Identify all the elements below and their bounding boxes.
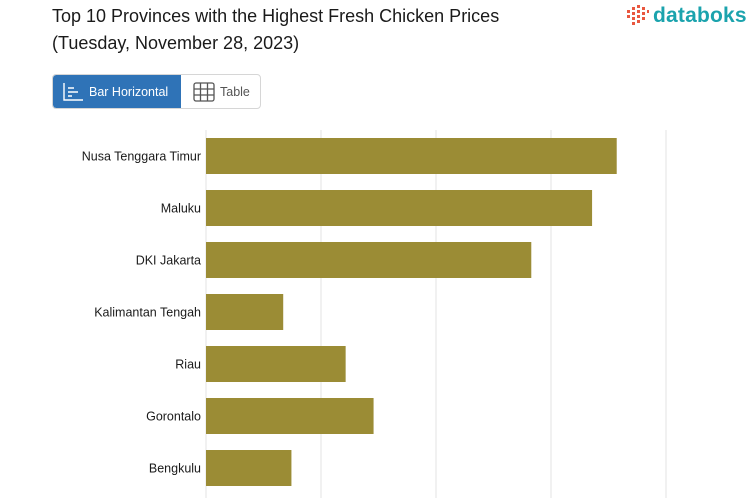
category-label: Gorontalo	[146, 410, 201, 424]
category-label: Riau	[175, 358, 201, 372]
category-labels: Nusa Tenggara Timur Maluku DKI Jakarta Kali…	[82, 150, 201, 476]
logo-text: databoks	[653, 4, 747, 27]
title-line-2: (Tuesday, November 28, 2023)	[52, 33, 300, 53]
title-line-1: Top 10 Provinces with the Highest Fresh …	[52, 6, 500, 26]
tab-table-label: Table	[220, 84, 250, 99]
bar-chart-icon	[62, 82, 84, 102]
category-label: Maluku	[161, 202, 201, 216]
bar-nusa-tenggara-timur[interactable]	[206, 138, 617, 174]
databoks-logo-icon	[627, 5, 649, 25]
bar-riau[interactable]	[206, 346, 346, 382]
chart-area: Nusa Tenggara Timur Maluku DKI Jakarta Kali…	[0, 118, 753, 498]
bar-dki-jakarta[interactable]	[206, 242, 532, 278]
category-label: Bengkulu	[149, 462, 201, 476]
bar-kalimantan-tengah[interactable]	[206, 294, 284, 330]
chart-title: Top 10 Provinces with the Highest Fresh …	[52, 3, 612, 57]
view-toggle: Bar Horizontal Table	[52, 74, 261, 109]
table-icon	[193, 81, 215, 102]
category-label: DKI Jakarta	[136, 254, 201, 268]
databoks-logo: databoks	[626, 4, 747, 28]
bar-chart: Nusa Tenggara Timur Maluku DKI Jakarta Kali…	[82, 130, 667, 498]
tab-bar-horizontal-label: Bar Horizontal	[89, 84, 169, 99]
bars	[206, 138, 617, 486]
bar-maluku[interactable]	[206, 190, 593, 226]
tab-bar-horizontal[interactable]: Bar Horizontal	[53, 75, 181, 108]
bar-gorontalo[interactable]	[206, 398, 374, 434]
category-label: Kalimantan Tengah	[94, 306, 201, 320]
category-label: Nusa Tenggara Timur	[82, 150, 201, 164]
bar-bengkulu[interactable]	[206, 450, 292, 486]
tab-table[interactable]: Table	[181, 75, 260, 108]
